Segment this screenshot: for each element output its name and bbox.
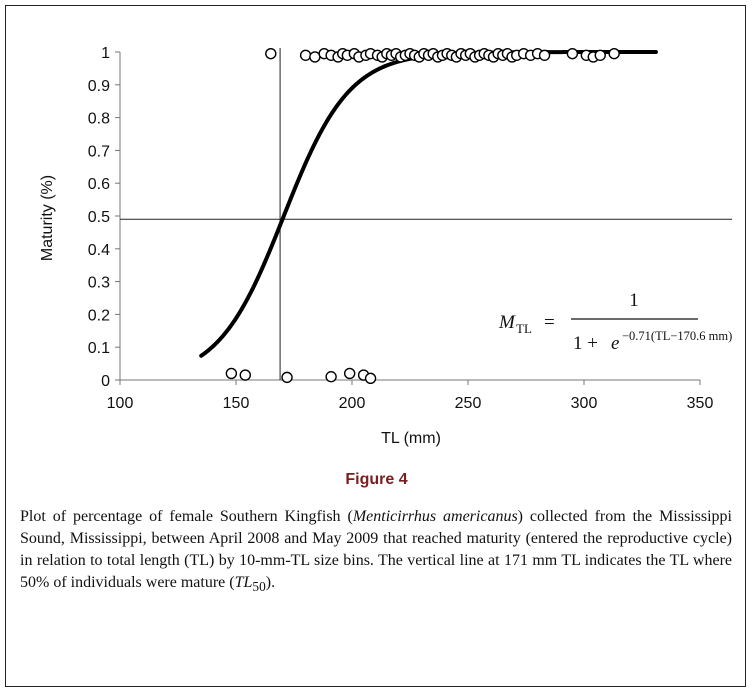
y-tick-label: 0.8 <box>88 111 110 128</box>
immature-point <box>325 371 337 383</box>
mature-point <box>309 51 321 63</box>
immature-point <box>343 367 356 380</box>
caption-tl-symbol: TL <box>234 574 253 591</box>
x-tick-label: 300 <box>571 395 598 412</box>
equation-lhs: M <box>498 312 516 333</box>
y-tick-label: 0.3 <box>88 275 110 292</box>
x-tick-label: 350 <box>687 395 714 412</box>
maturity-chart: 100 150 200 250 300 350 0 0.1 0.2 0.3 0.4 0.5 0.6 0.7… <box>39 45 732 447</box>
equation-denominator-left: 1 + <box>573 333 598 354</box>
immature-point <box>225 367 238 380</box>
immature-point <box>281 371 293 384</box>
equation: M TL = 1 1 + e −0.71(TL−170.6 mm) <box>498 290 732 354</box>
y-tick-label: 0 <box>101 373 110 390</box>
y-tick-label: 0.7 <box>88 143 110 160</box>
mature-point <box>608 47 620 60</box>
x-axis-label: TL (mm) <box>381 430 441 447</box>
caption-tl-subscript: 50 <box>252 579 266 595</box>
logistic-curve <box>199 50 658 358</box>
mature-point <box>538 49 551 61</box>
equation-exponent: −0.71(TL−170.6 mm) <box>622 329 732 343</box>
mature-point <box>566 47 579 60</box>
immature-point <box>239 369 251 381</box>
x-tick-label: 100 <box>107 395 134 412</box>
caption-part-2: ) collected from the Mississippi Sound, … <box>20 508 732 591</box>
data-points <box>225 47 620 385</box>
equation-numerator: 1 <box>629 290 639 311</box>
caption-part-3: ). <box>265 574 276 591</box>
x-tick-label: 200 <box>339 395 366 412</box>
equation-lhs-sub: TL <box>516 321 532 336</box>
y-tick-label: 0.4 <box>88 242 110 259</box>
y-tick-label: 0.2 <box>88 307 110 324</box>
y-tick-label: 0.9 <box>88 78 110 95</box>
reference-lines <box>120 48 732 380</box>
equation-equals: = <box>544 312 555 333</box>
y-tick-label: 0.6 <box>88 176 110 193</box>
mature-point <box>594 49 606 61</box>
y-tick-label: 0.1 <box>88 340 110 357</box>
x-tick-label: 250 <box>455 395 482 412</box>
mature-point <box>299 49 312 61</box>
tick-labels: 100 150 200 250 300 350 0 0.1 0.2 0.3 0.4 0.5 0.6 0.7… <box>88 45 714 412</box>
y-axis-label: Maturity (%) <box>39 175 56 261</box>
y-tick-label: 1 <box>101 45 110 62</box>
figure-frame: 100 150 200 250 300 350 0 0.1 0.2 0.3 0.4 0.5 0.6 0.7… <box>5 5 746 687</box>
axes <box>115 51 701 385</box>
immature-point <box>364 372 377 385</box>
mature-point <box>265 47 277 60</box>
y-tick-label: 0.5 <box>88 209 110 226</box>
x-tick-label: 150 <box>223 395 250 412</box>
caption-species-name: Menticirrhus americanus <box>352 508 518 525</box>
logistic-curve-group <box>199 50 658 358</box>
figure-title: Figure 4 <box>345 471 408 488</box>
caption-part-1: Plot of percentage of female Southern Ki… <box>20 508 353 525</box>
figure-caption: Plot of percentage of female Southern Ki… <box>20 506 732 598</box>
equation-base: e <box>611 333 619 354</box>
